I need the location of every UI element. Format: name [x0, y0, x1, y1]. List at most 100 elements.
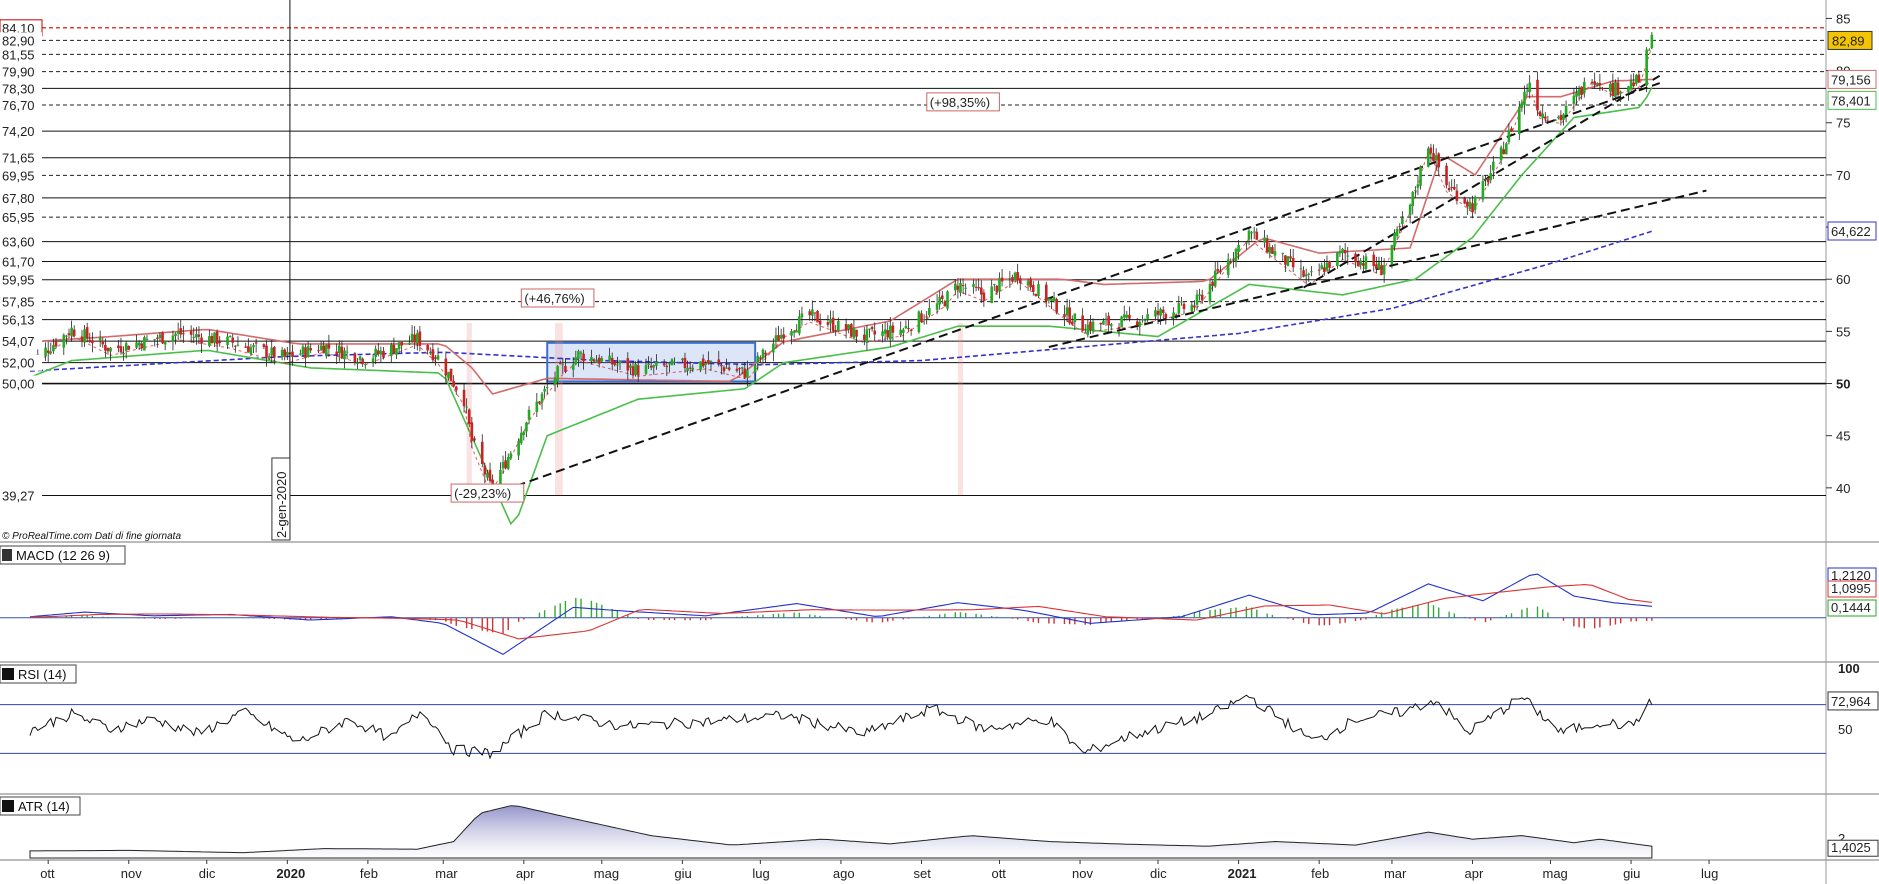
candle-body	[753, 365, 757, 373]
candle-body	[1390, 244, 1394, 265]
candle-body	[779, 334, 783, 339]
candle-body	[499, 469, 502, 486]
candle-body	[228, 336, 232, 338]
candle-body	[1432, 153, 1435, 162]
candle-body	[722, 367, 726, 372]
price-tick-label: 85	[1836, 11, 1850, 26]
candle-body	[527, 409, 531, 420]
candle-body	[1510, 128, 1513, 132]
level-label-bg	[0, 233, 42, 250]
x-tick-label: nov	[1072, 866, 1093, 881]
candle-body	[1252, 231, 1256, 233]
candle-body	[44, 347, 47, 357]
candle-body	[610, 357, 614, 365]
candle-body	[1645, 49, 1648, 86]
candle-body	[543, 388, 546, 392]
candle-body	[1489, 172, 1493, 181]
rsi-value-tag	[1827, 691, 1879, 711]
candle-body	[616, 364, 619, 366]
candle-body	[135, 342, 138, 348]
candle-body	[434, 357, 437, 359]
level-label-bg	[0, 97, 42, 114]
candle-body	[647, 363, 650, 366]
candle-body	[436, 355, 440, 360]
candle-body	[249, 347, 253, 354]
candle-body	[1546, 120, 1550, 122]
candle-body	[940, 295, 944, 299]
moving-average-line	[29, 230, 1653, 372]
macd-line	[29, 573, 1652, 656]
candle-body	[506, 456, 510, 469]
candle-body	[1411, 192, 1415, 207]
candle-body	[470, 422, 474, 441]
candle-body	[870, 327, 874, 330]
candle-body	[990, 286, 993, 303]
candle-body	[254, 342, 258, 344]
candle-body	[301, 346, 305, 355]
candle-body	[558, 363, 562, 365]
candle-body	[1614, 82, 1617, 98]
candle-body	[231, 337, 235, 343]
candle-body	[262, 344, 266, 348]
candle-body	[881, 331, 884, 337]
candle-body	[652, 365, 656, 368]
candle-body	[1289, 256, 1292, 259]
candle-body	[46, 350, 50, 353]
level-label-bg	[0, 123, 42, 140]
candle-body	[1598, 82, 1602, 86]
candle-body	[1083, 332, 1087, 334]
level-label: 69,95	[2, 168, 35, 183]
macd-title: MACD (12 26 9)	[16, 548, 110, 563]
level-label-bg	[0, 63, 42, 80]
candle-body	[218, 341, 222, 343]
candle-body	[922, 319, 926, 321]
candle-body	[883, 329, 887, 334]
candle-body	[400, 342, 403, 346]
candle-body	[1481, 180, 1485, 200]
candle-body	[376, 350, 380, 355]
candle-body	[317, 350, 320, 352]
candle-body	[1473, 196, 1477, 210]
candle-body	[826, 322, 830, 325]
annotation-label: (-29,23%)	[454, 486, 511, 501]
price-tick-label: 70	[1836, 168, 1850, 183]
ma-value: 64,622	[1831, 224, 1871, 239]
candle-body	[213, 332, 216, 344]
candle-body	[1629, 81, 1633, 90]
candle-body	[1052, 297, 1056, 301]
rsi-axis-mid: 50	[1838, 722, 1852, 737]
price-tick-label: 55	[1836, 324, 1850, 339]
red-trailing-line	[29, 78, 1652, 395]
x-tick-label: set	[914, 866, 932, 881]
candle-body	[613, 361, 617, 365]
candle-body	[1362, 263, 1365, 266]
candle-body	[592, 359, 596, 362]
candle-body	[582, 353, 585, 362]
price-tick-label: 40	[1836, 481, 1850, 496]
candle-body	[561, 364, 565, 366]
trailing-band-lines	[29, 46, 1653, 526]
candle-body	[756, 355, 760, 364]
x-tick-label: mar	[1384, 866, 1407, 881]
candle-body	[977, 287, 980, 289]
candle-body	[1141, 319, 1144, 321]
candle-body	[837, 320, 840, 332]
candle-body	[1135, 321, 1139, 326]
candle-body	[83, 329, 86, 343]
candle-body	[834, 330, 838, 332]
candle-body	[392, 344, 396, 354]
candle-body	[72, 329, 76, 336]
candle-body	[686, 367, 689, 371]
candle-body	[247, 346, 250, 353]
candle-body	[1263, 237, 1266, 243]
level-label-bg	[0, 80, 42, 97]
candle-body	[1034, 293, 1038, 297]
candle-body	[935, 303, 939, 310]
candle-body	[782, 334, 786, 339]
trendline	[489, 82, 1660, 497]
candle-body	[1325, 262, 1329, 271]
level-label: 56,13	[2, 313, 35, 328]
candle-body	[1637, 74, 1641, 83]
candle-body	[283, 349, 287, 357]
